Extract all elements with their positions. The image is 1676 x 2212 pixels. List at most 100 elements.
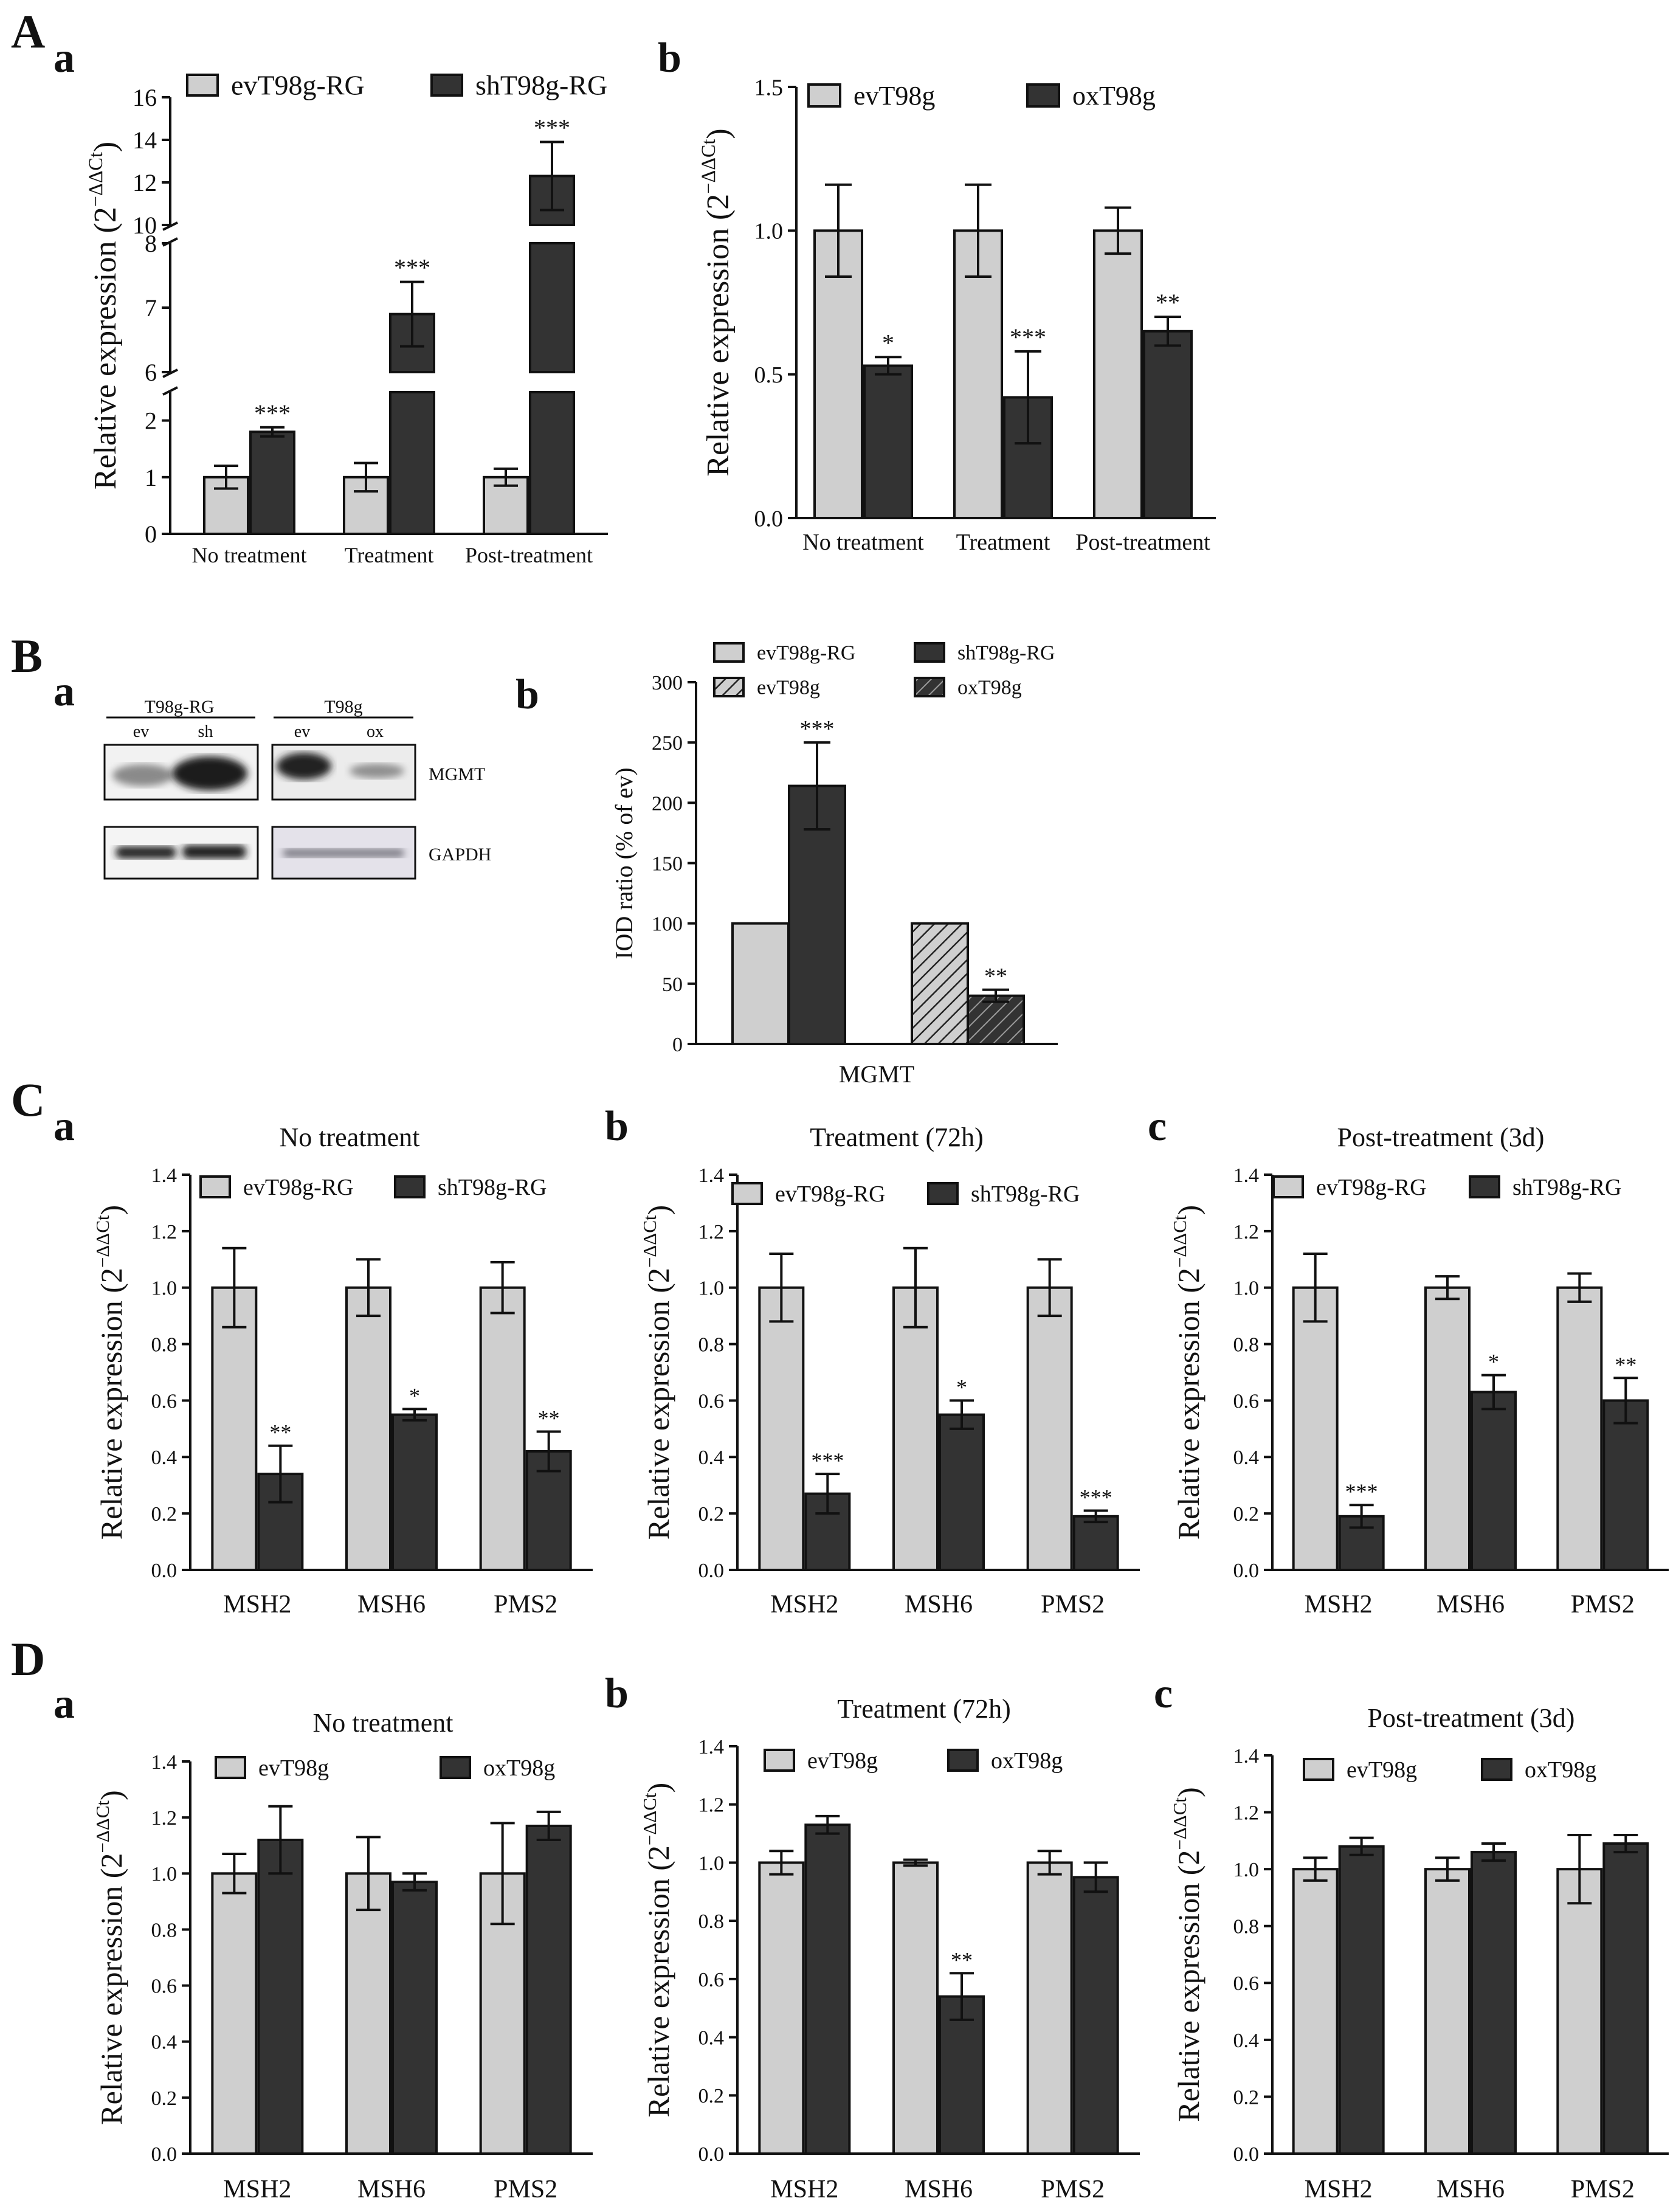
x-tick-label: MSH2 xyxy=(770,1591,838,1619)
significance-label: *** xyxy=(800,716,835,742)
y-tick-label: 0.0 xyxy=(151,1560,178,1582)
panel-letter-Cb: b xyxy=(605,1103,629,1150)
y-tick-label: 0.6 xyxy=(698,1390,725,1412)
y-tick-label: 150 xyxy=(652,853,683,876)
significance-label: *** xyxy=(811,1448,844,1473)
y-tick-label: 1.4 xyxy=(1233,1164,1260,1187)
y-tick-label: 16 xyxy=(133,84,157,111)
y-tick-label: 1.4 xyxy=(151,1164,178,1187)
panel-letter-Ab: b xyxy=(658,35,681,81)
legend-label: evT98g-RG xyxy=(243,1175,354,1200)
x-tick-label: MSH2 xyxy=(1305,2176,1373,2203)
legend-swatch xyxy=(199,1175,231,1198)
panel-letter-Bb: b xyxy=(516,671,539,718)
legend-swatch xyxy=(186,74,219,97)
legend-label: evT98g-RG xyxy=(231,70,365,101)
significance-label: ** xyxy=(1615,1352,1636,1377)
y-axis-label: Relative expression (2−ΔΔCt) xyxy=(92,1790,128,2124)
y-tick-label: 0 xyxy=(145,520,157,548)
bar xyxy=(813,229,863,519)
panel-letter-Cc: c xyxy=(1148,1103,1167,1150)
x-tick-label: PMS2 xyxy=(494,1591,557,1619)
legend-label: shT98g-RG xyxy=(971,1181,1080,1207)
y-tick-label: 1.4 xyxy=(1233,1745,1260,1768)
legend-swatch xyxy=(713,677,745,697)
panel-letter-B: B xyxy=(11,629,43,682)
bar xyxy=(1093,229,1143,519)
y-tick-label: 300 xyxy=(652,672,683,694)
y-axis-label-exponent: −ΔΔCt xyxy=(92,1215,113,1268)
legend-label: evT98g xyxy=(258,1755,329,1781)
y-axis-label-close: ) xyxy=(94,1790,128,1800)
x-tick-label: No treatment xyxy=(802,530,924,555)
significance-label: * xyxy=(409,1383,420,1408)
bar xyxy=(1556,1286,1603,1572)
axis-break-mark xyxy=(162,237,178,247)
y-tick-label: 0.2 xyxy=(698,1503,725,1526)
chart-title: Treatment (72h) xyxy=(810,1122,984,1152)
bar xyxy=(758,1286,805,1572)
y-tick-label: 50 xyxy=(662,973,683,996)
legend-swatch xyxy=(947,1749,979,1772)
y-tick-label: 0.0 xyxy=(1233,2143,1260,2166)
bar xyxy=(345,1872,391,2155)
legend-label: evT98g xyxy=(854,81,935,111)
y-tick-label: 1.0 xyxy=(1233,1859,1260,1881)
chart-Cc: 0.0 0.2 0.4 0.6 0.8 1.0 1.2 1.4 *** MSH2 * MSH6 ** PM… xyxy=(1169,1122,1669,1619)
significance-label: *** xyxy=(1010,323,1046,351)
bar xyxy=(1026,1861,1073,2155)
bar xyxy=(863,364,913,520)
legend-label: oxT98g xyxy=(1525,1757,1596,1783)
y-axis-label-close: ) xyxy=(641,1783,675,1793)
bar xyxy=(1338,1845,1385,2155)
chart-Ab: 0.0 0.5 1.0 1.5 * No treatment *** Treatment ** P… xyxy=(697,75,1216,555)
y-axis-label-main: Relative expression (2 xyxy=(701,194,736,477)
legend-label: evT98g xyxy=(757,677,820,699)
x-tick-label: MSH2 xyxy=(223,2176,291,2203)
y-tick-label: 8 xyxy=(145,230,157,257)
y-tick-label: 1.2 xyxy=(151,1807,178,1830)
y-tick-label: 12 xyxy=(133,169,157,196)
legend-label: evT98g-RG xyxy=(1316,1175,1427,1200)
x-tick-label: PMS2 xyxy=(1571,1591,1635,1619)
y-axis-label-close: ) xyxy=(88,142,123,152)
bar xyxy=(525,1824,572,2155)
legend-swatch xyxy=(807,83,841,108)
y-axis-label-exponent: −ΔΔCt xyxy=(697,139,719,194)
chart-title: No treatment xyxy=(313,1708,453,1738)
x-tick-label: PMS2 xyxy=(1041,2176,1105,2203)
y-tick-label: 10 xyxy=(133,212,157,239)
panel-letter-C: C xyxy=(11,1073,45,1126)
bar xyxy=(345,1286,391,1572)
chart-Da: 0.0 0.2 0.4 0.6 0.8 1.0 1.2 1.4 MSH2 MSH6 PMS2 evT9… xyxy=(92,1708,593,2203)
y-tick-label: 7 xyxy=(145,294,157,322)
bar xyxy=(391,1413,438,1571)
significance-label: * xyxy=(956,1375,967,1399)
y-tick-label: 0.6 xyxy=(151,1390,178,1412)
panel-letter-D: D xyxy=(11,1633,45,1685)
y-tick-label: 1.0 xyxy=(151,1277,178,1300)
legend-swatch xyxy=(927,1182,959,1205)
bar xyxy=(939,1995,985,2155)
y-tick-label: 0.4 xyxy=(1233,1446,1260,1469)
y-tick-label: 1.2 xyxy=(698,1221,725,1243)
y-tick-label: 1.0 xyxy=(698,1852,725,1875)
legend-label: oxT98g xyxy=(957,677,1022,699)
significance-label: ** xyxy=(1156,289,1180,316)
bar xyxy=(529,391,575,535)
significance-label: *** xyxy=(254,399,291,427)
y-tick-label: 14 xyxy=(133,126,157,154)
chart-Db: 0.0 0.2 0.4 0.6 0.8 1.0 1.2 1.4 MSH2 ** MSH6 PMS2 ev… xyxy=(639,1694,1140,2203)
y-tick-label: 0.4 xyxy=(698,2027,725,2049)
significance-label: ** xyxy=(269,1420,291,1445)
y-tick-label: 1.0 xyxy=(1233,1277,1260,1300)
y-axis-label-exponent: −ΔΔCt xyxy=(1169,1797,1190,1850)
legend-swatch xyxy=(731,1182,763,1205)
legend-swatch xyxy=(914,642,945,663)
y-axis-label: Relative expression (2−ΔΔCt) xyxy=(1169,1205,1205,1540)
blot-band xyxy=(112,764,173,786)
panel-letter-Da: a xyxy=(53,1681,75,1727)
bar xyxy=(1292,1286,1339,1572)
